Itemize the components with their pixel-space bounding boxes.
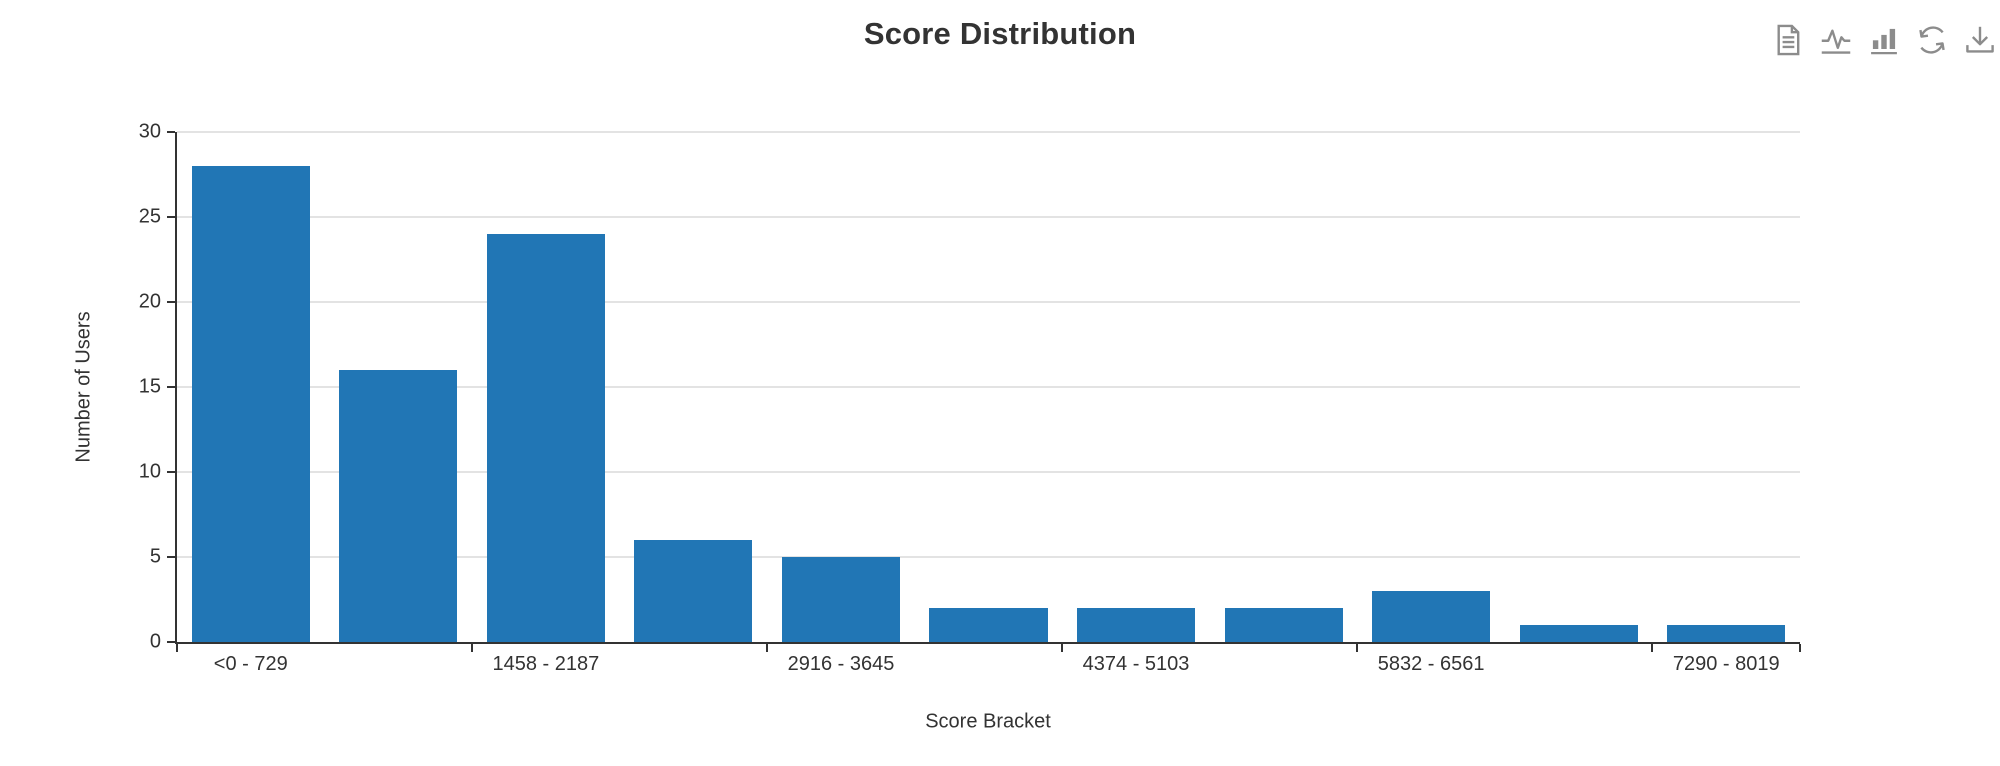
x-tick-label: 5832 - 6561	[1377, 653, 1485, 675]
bar[interactable]	[929, 608, 1048, 642]
toolbar	[1770, 22, 1998, 58]
x-tick	[176, 644, 178, 652]
y-tick-label: 5	[149, 545, 161, 568]
gridline	[177, 471, 1800, 473]
y-tick-label: 25	[138, 205, 161, 228]
download-icon[interactable]	[1962, 22, 1998, 58]
y-axis-title: Number of Users	[72, 311, 95, 463]
x-tick-label: 4374 - 5103	[1082, 653, 1190, 675]
x-tick	[766, 644, 769, 652]
y-tick	[167, 386, 175, 388]
y-axis-line	[175, 132, 177, 642]
x-tick	[1799, 644, 1801, 652]
gridline	[177, 556, 1800, 558]
y-tick-label: 20	[138, 290, 161, 313]
bar[interactable]	[1077, 608, 1196, 642]
x-tick-label: <0 - 729	[213, 653, 288, 675]
x-tick-label: 7290 - 8019	[1672, 653, 1780, 675]
chart-title: Score Distribution	[863, 16, 1137, 51]
bar[interactable]	[1224, 608, 1343, 642]
y-tick-label: 0	[149, 630, 161, 653]
x-tick-label: 1458 - 2187	[492, 653, 600, 675]
x-axis-line	[175, 642, 1800, 644]
y-tick-label: 30	[138, 120, 161, 143]
gridline	[177, 216, 1800, 218]
x-tick	[1356, 644, 1359, 652]
bar[interactable]	[1667, 625, 1786, 642]
bar-chart-icon[interactable]	[1866, 22, 1902, 58]
y-tick	[167, 131, 175, 133]
y-tick	[167, 216, 175, 218]
x-tick	[1061, 644, 1064, 652]
y-tick	[167, 556, 175, 558]
x-tick-label: 2916 - 3645	[787, 653, 895, 675]
bar[interactable]	[339, 370, 458, 642]
data-view-icon[interactable]	[1770, 22, 1806, 58]
bar[interactable]	[634, 540, 753, 642]
plot-area: 0 5 10 15 20 25 30 <0 - 729 1458 - 2187 2916 - 36…	[139, 121, 1801, 675]
bar[interactable]	[1372, 591, 1491, 642]
gridline	[177, 386, 1800, 388]
gridline	[177, 131, 1800, 133]
x-axis-title: Score Bracket	[925, 710, 1051, 733]
y-tick	[167, 301, 175, 303]
y-tick	[167, 471, 175, 473]
bar[interactable]	[1519, 625, 1638, 642]
y-tick-label: 15	[138, 375, 161, 398]
y-tick-label: 10	[138, 460, 161, 483]
gridline	[177, 301, 1800, 303]
bar[interactable]	[486, 234, 605, 642]
bar[interactable]	[781, 557, 900, 642]
restore-icon[interactable]	[1914, 22, 1950, 58]
x-tick	[471, 644, 474, 652]
y-tick	[167, 641, 175, 643]
x-tick	[1651, 644, 1654, 652]
line-chart-icon[interactable]	[1818, 22, 1854, 58]
bar[interactable]	[191, 166, 310, 642]
